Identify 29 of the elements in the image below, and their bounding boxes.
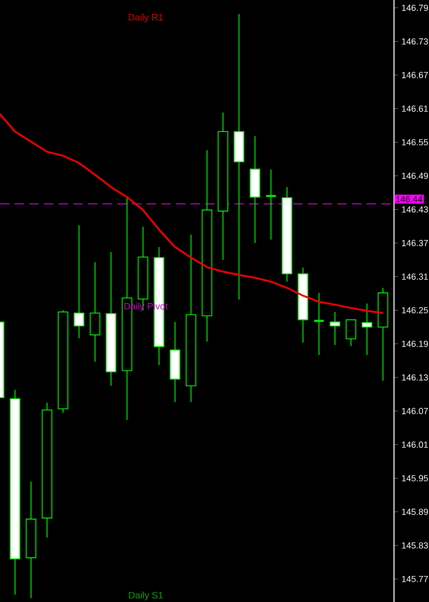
y-tick-label: 146.01	[402, 442, 428, 448]
y-tick-label: 146.79	[402, 4, 428, 11]
candlestick	[346, 319, 356, 347]
y-tick-label: 146.19	[402, 340, 428, 347]
y-tick-label: 146.37	[402, 240, 428, 246]
annotation: Daily S1	[129, 592, 163, 600]
candlestick	[330, 311, 340, 346]
candlestick	[313, 292, 325, 356]
y-tick-label: 146.31	[402, 274, 428, 280]
candlestick	[362, 303, 372, 356]
candlestick	[234, 14, 244, 300]
candlestick	[74, 224, 84, 339]
y-tick-label: 146.55	[402, 139, 428, 146]
y-tick-label: 146.13	[402, 374, 428, 381]
ref-line-label: 146.44	[396, 196, 422, 202]
candlestick	[265, 169, 277, 240]
y-tick-label: 146.07	[402, 408, 428, 414]
y-tick-label: 145.89	[402, 508, 428, 515]
y-tick-label: 146.73	[402, 38, 428, 45]
y-tick-label: 146.61	[402, 106, 428, 112]
candlestick	[90, 262, 100, 362]
y-tick-label: 145.77	[402, 576, 428, 582]
y-tick-label: 146.43	[402, 206, 428, 213]
y-tick-label: 146.49	[402, 172, 428, 179]
y-tick-label: 146.67	[402, 72, 428, 78]
y-tick-label: 145.95	[402, 475, 428, 482]
y-tick-label: 146.25	[402, 307, 428, 314]
y-tick-label: 145.83	[402, 542, 428, 549]
annotation: Daily R1	[128, 14, 163, 22]
